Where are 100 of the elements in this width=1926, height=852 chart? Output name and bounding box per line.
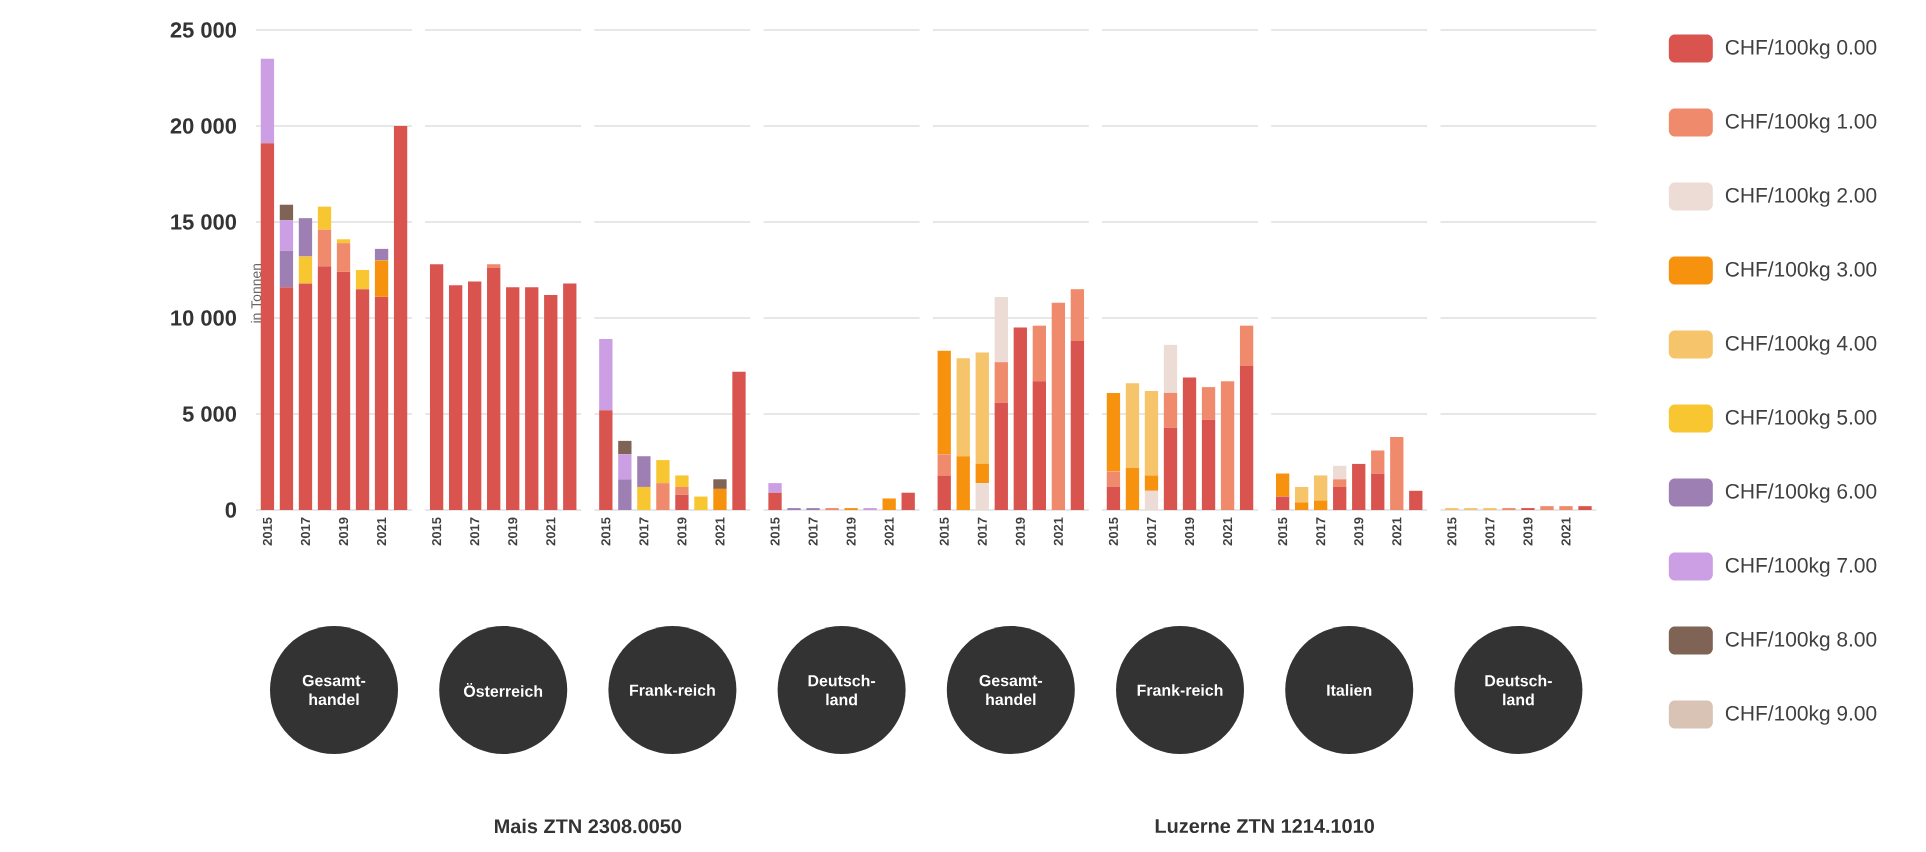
bar [1201, 387, 1216, 420]
bar [1371, 473, 1385, 510]
bar [1239, 325, 1254, 366]
bar [1125, 467, 1140, 510]
bar [1390, 437, 1404, 510]
bar [1314, 500, 1328, 510]
bar [675, 475, 689, 487]
bar [1333, 479, 1347, 487]
bar [298, 218, 313, 257]
y-tick-label: 0 [225, 502, 237, 518]
bar [525, 287, 539, 510]
legend-label: CHF/100kg 4.00 [1725, 335, 1877, 355]
bar [956, 358, 970, 457]
bar [994, 362, 1008, 403]
bar [975, 352, 989, 464]
bar [279, 220, 294, 251]
bar [468, 281, 482, 510]
bar [317, 229, 332, 267]
bar [637, 456, 651, 487]
bar [448, 285, 463, 510]
y-tick-label: 20 000 [170, 118, 237, 134]
bar [393, 125, 408, 510]
bar [1070, 289, 1085, 342]
bar [1106, 471, 1121, 487]
bar [1163, 392, 1178, 428]
text: Mais ZTN 2308.0050 [495, 818, 682, 834]
bar [768, 483, 782, 493]
bar [298, 283, 313, 510]
y-tick-label: 15 000 [171, 214, 237, 230]
bar [768, 492, 782, 510]
bar [994, 296, 1008, 363]
bar [1182, 377, 1197, 510]
bar [1294, 502, 1309, 510]
bar [694, 496, 708, 510]
y-tick-label: 10 000 [171, 310, 237, 326]
bar [937, 454, 951, 476]
bar [1201, 419, 1216, 510]
bar [937, 350, 951, 455]
bar [298, 256, 313, 284]
bar [336, 243, 351, 272]
bar [1333, 465, 1347, 480]
bar [637, 486, 651, 510]
bar [1144, 390, 1159, 476]
bar [355, 289, 370, 510]
bar [1144, 475, 1159, 491]
legend-label: CHF/100kg 8.00 [1725, 631, 1877, 651]
bar [1163, 427, 1178, 510]
bar [675, 486, 689, 495]
bar [1333, 486, 1347, 510]
bar [937, 475, 951, 510]
bar [487, 268, 501, 510]
bar [618, 479, 632, 510]
bar [956, 456, 970, 510]
bar [732, 371, 746, 510]
bar [1371, 450, 1385, 474]
y-tick-label: 25 000 [170, 22, 237, 38]
bar [1275, 496, 1290, 510]
bar [1314, 475, 1328, 501]
bar [599, 339, 613, 411]
bar [260, 58, 275, 144]
bar [656, 483, 670, 510]
bar [713, 479, 727, 489]
y-tick-label: 5 000 [182, 406, 237, 422]
bar [994, 402, 1008, 510]
bar [1032, 381, 1046, 510]
legend-label: CHF/100kg 6.00 [1725, 483, 1877, 503]
bar [374, 248, 389, 261]
bar [1409, 490, 1423, 510]
bar [374, 260, 389, 297]
bar [506, 287, 520, 510]
bar [317, 266, 332, 510]
bar [279, 250, 294, 288]
legend-label: CHF/100kg 0.00 [1725, 39, 1877, 59]
bar [1106, 486, 1121, 510]
bar [1163, 344, 1178, 393]
bar [1070, 341, 1085, 510]
bar [901, 492, 915, 510]
legend-label: CHF/100kg 3.00 [1725, 261, 1877, 281]
bar [975, 483, 989, 510]
bar [1106, 392, 1121, 472]
bar [618, 454, 632, 480]
bar [355, 270, 370, 290]
bar [882, 498, 896, 510]
bar [1144, 490, 1159, 510]
bar [713, 488, 727, 510]
bar [317, 206, 332, 230]
bar [618, 440, 632, 455]
bar [599, 410, 613, 510]
bar [656, 460, 670, 484]
legend-label: CHF/100kg 9.00 [1725, 705, 1877, 725]
legend-label: CHF/100kg 5.00 [1725, 409, 1877, 429]
bar [544, 294, 558, 510]
bar [1352, 463, 1366, 510]
bar [1125, 383, 1140, 468]
bar [1051, 302, 1066, 510]
legend-label: CHF/100kg 1.00 [1725, 113, 1877, 133]
bar [1032, 325, 1046, 382]
bar [1013, 327, 1027, 510]
text: Luzerne ZTN 1214.1010 [1155, 818, 1374, 834]
bar [279, 204, 294, 221]
